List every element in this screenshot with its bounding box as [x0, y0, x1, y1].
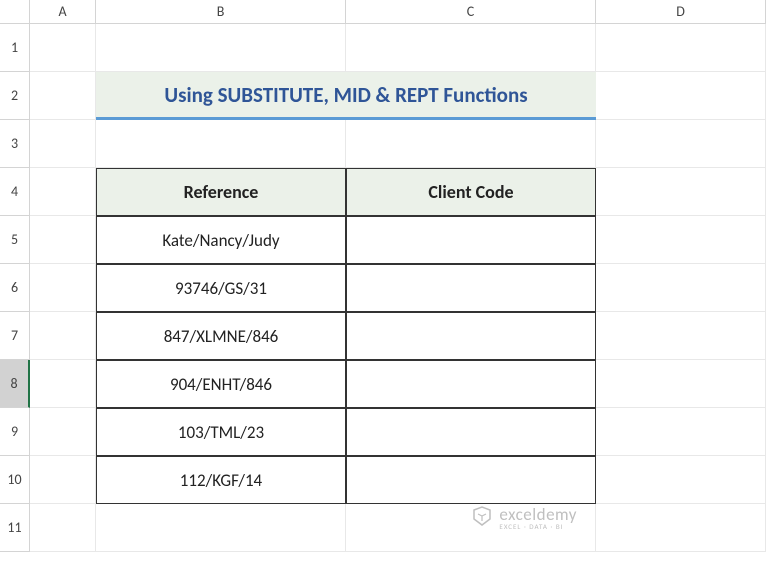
col-header-a[interactable]: A [30, 0, 96, 24]
cell-a11[interactable] [30, 504, 96, 552]
table-row[interactable]: 103/TML/23 [96, 408, 346, 456]
cell-d2[interactable] [596, 72, 766, 120]
row-header-3[interactable]: 3 [0, 120, 30, 168]
table-header-clientcode[interactable]: Client Code [346, 168, 596, 216]
cell-a3[interactable] [30, 120, 96, 168]
table-header-reference[interactable]: Reference [96, 168, 346, 216]
table-row[interactable] [346, 360, 596, 408]
cell-d8[interactable] [596, 360, 766, 408]
table-row[interactable] [346, 456, 596, 504]
cell-a4[interactable] [30, 168, 96, 216]
table-row[interactable]: Kate/Nancy/Judy [96, 216, 346, 264]
cell-a6[interactable] [30, 264, 96, 312]
row-header-9[interactable]: 9 [0, 408, 30, 456]
cell-c1[interactable] [346, 24, 596, 72]
table-row[interactable]: 847/XLMNE/846 [96, 312, 346, 360]
cell-a2[interactable] [30, 72, 96, 120]
row-header-1[interactable]: 1 [0, 24, 30, 72]
cell-d10[interactable] [596, 456, 766, 504]
cell-d9[interactable] [596, 408, 766, 456]
row-header-11[interactable]: 11 [0, 504, 30, 552]
cell-a9[interactable] [30, 408, 96, 456]
row-header-2[interactable]: 2 [0, 72, 30, 120]
corner-cell[interactable] [0, 0, 30, 24]
cell-d6[interactable] [596, 264, 766, 312]
cell-d4[interactable] [596, 168, 766, 216]
cell-a8[interactable] [30, 360, 96, 408]
table-row[interactable]: 112/KGF/14 [96, 456, 346, 504]
row-header-6[interactable]: 6 [0, 264, 30, 312]
table-row[interactable] [346, 264, 596, 312]
table-row[interactable] [346, 408, 596, 456]
watermark-icon [471, 505, 493, 531]
watermark-text: exceldemy EXCEL · DATA · BI [499, 506, 577, 530]
row-header-8[interactable]: 8 [0, 360, 30, 408]
table-row[interactable]: 904/ENHT/846 [96, 360, 346, 408]
cell-b11[interactable] [96, 504, 346, 552]
table-row[interactable] [346, 216, 596, 264]
cell-a5[interactable] [30, 216, 96, 264]
cell-b3[interactable] [96, 120, 346, 168]
row-header-10[interactable]: 10 [0, 456, 30, 504]
col-header-d[interactable]: D [596, 0, 766, 24]
cell-d11[interactable] [596, 504, 766, 552]
col-header-b[interactable]: B [96, 0, 346, 24]
row-header-4[interactable]: 4 [0, 168, 30, 216]
title-cell[interactable]: Using SUBSTITUTE, MID & REPT Functions [96, 72, 596, 120]
col-header-c[interactable]: C [346, 0, 596, 24]
table-row[interactable]: 93746/GS/31 [96, 264, 346, 312]
cell-b1[interactable] [96, 24, 346, 72]
spreadsheet-grid: A B C D 1 2 Using SUBSTITUTE, MID & REPT… [0, 0, 767, 552]
cell-d1[interactable] [596, 24, 766, 72]
cell-d3[interactable] [596, 120, 766, 168]
row-header-7[interactable]: 7 [0, 312, 30, 360]
cell-a1[interactable] [30, 24, 96, 72]
watermark: exceldemy EXCEL · DATA · BI [471, 505, 577, 531]
cell-c3[interactable] [346, 120, 596, 168]
watermark-sub: EXCEL · DATA · BI [499, 523, 577, 530]
table-row[interactable] [346, 312, 596, 360]
watermark-main: exceldemy [499, 506, 577, 523]
cell-d7[interactable] [596, 312, 766, 360]
cell-a10[interactable] [30, 456, 96, 504]
cell-d5[interactable] [596, 216, 766, 264]
row-header-5[interactable]: 5 [0, 216, 30, 264]
cell-a7[interactable] [30, 312, 96, 360]
